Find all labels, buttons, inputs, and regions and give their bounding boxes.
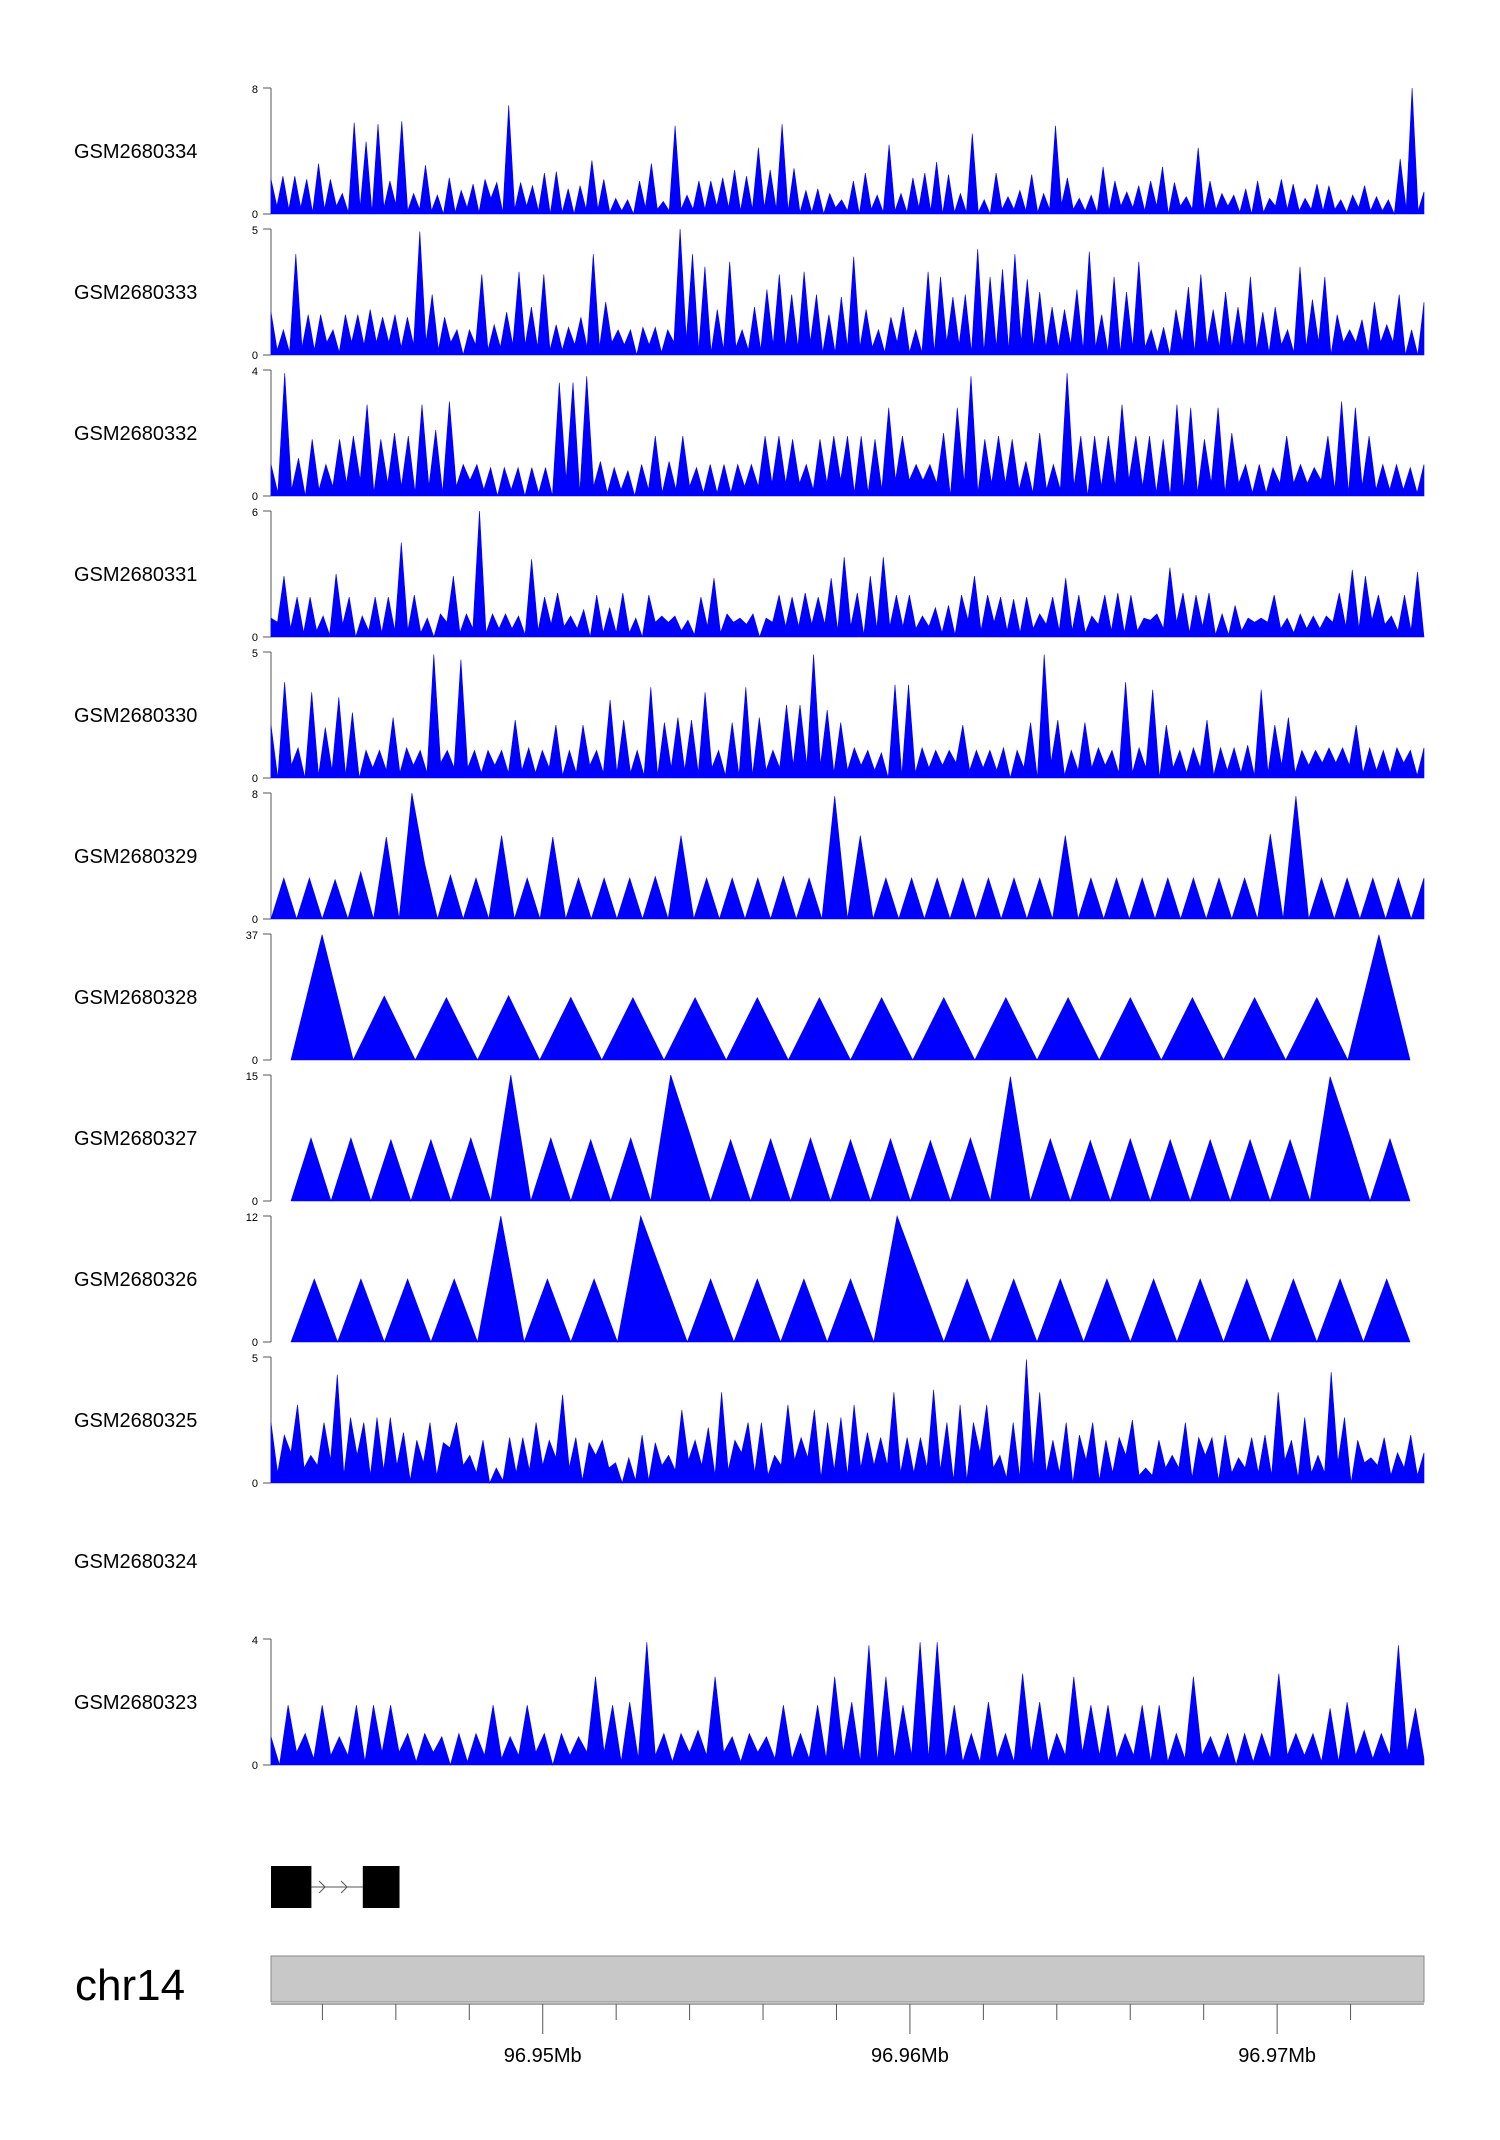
y-axis-min-label: 0 xyxy=(252,1196,258,1208)
track-GSM2680330: GSM2680330 5 0 xyxy=(74,648,1425,785)
track-GSM2680327: GSM2680327 15 0 xyxy=(74,1071,1411,1208)
y-axis-min-label: 0 xyxy=(252,350,258,362)
y-axis-max-label: 15 xyxy=(246,1071,258,1083)
y-axis-max-label: 8 xyxy=(252,789,258,801)
coverage-area xyxy=(290,1074,1411,1202)
strand-arrow xyxy=(340,1880,348,1894)
axis-major-label: 96.95Mb xyxy=(504,2045,582,2067)
y-axis-min-label: 0 xyxy=(252,491,258,503)
coverage-area xyxy=(270,87,1425,216)
track-GSM2680334: GSM2680334 8 0 xyxy=(74,84,1425,221)
track-GSM2680328: GSM2680328 37 0 xyxy=(74,930,1411,1067)
track-GSM2680333: GSM2680333 5 0 xyxy=(74,225,1425,362)
y-axis-max-label: 5 xyxy=(252,1353,258,1365)
strand-arrow xyxy=(318,1880,326,1894)
track-label: GSM2680330 xyxy=(74,705,197,727)
y-axis-min-label: 0 xyxy=(252,209,258,221)
track-label: GSM2680323 xyxy=(74,1692,197,1714)
exon-block xyxy=(362,1866,400,1908)
y-axis-max-label: 37 xyxy=(246,930,258,942)
track-label: GSM2680332 xyxy=(74,423,197,445)
y-axis-min-label: 0 xyxy=(252,632,258,644)
exon-block xyxy=(271,1866,312,1908)
y-axis-max-label: 12 xyxy=(246,1212,258,1224)
track-GSM2680323: GSM2680323 4 0 xyxy=(74,1635,1425,1772)
y-axis-max-label: 6 xyxy=(252,507,258,519)
chromosome-label: chr14 xyxy=(75,1961,185,2010)
track-label: GSM2680327 xyxy=(74,1128,197,1150)
track-label: GSM2680333 xyxy=(74,282,197,304)
track-GSM2680329: GSM2680329 8 0 xyxy=(74,789,1425,926)
track-label: GSM2680334 xyxy=(74,141,197,163)
track-GSM2680324: GSM2680324 xyxy=(74,1551,197,1573)
y-axis-min-label: 0 xyxy=(252,773,258,785)
gene-model-track xyxy=(271,1866,400,1908)
ideogram-track: chr14 xyxy=(75,1955,1425,2010)
axis-major-label: 96.97Mb xyxy=(1238,2045,1316,2067)
coverage-tracks: GSM268033480GSM268033350GSM268033240GSM2… xyxy=(74,84,1425,1772)
track-label: GSM2680326 xyxy=(74,1269,197,1291)
coverage-area xyxy=(270,373,1425,497)
y-axis-min-label: 0 xyxy=(252,1478,258,1490)
track-label: GSM2680331 xyxy=(74,564,197,586)
coverage-area xyxy=(270,1642,1425,1767)
track-label: GSM2680324 xyxy=(74,1551,197,1573)
track-GSM2680325: GSM2680325 5 0 xyxy=(74,1353,1425,1490)
y-axis-max-label: 4 xyxy=(252,366,258,378)
track-GSM2680326: GSM2680326 12 0 xyxy=(74,1212,1411,1349)
y-axis-max-label: 5 xyxy=(252,648,258,660)
y-axis-min-label: 0 xyxy=(252,1055,258,1067)
coverage-area xyxy=(270,228,1425,356)
y-axis-min-label: 0 xyxy=(252,1760,258,1772)
y-axis-min-label: 0 xyxy=(252,914,258,926)
coverage-area xyxy=(270,792,1425,921)
coverage-area xyxy=(270,654,1425,779)
track-label: GSM2680329 xyxy=(74,846,197,868)
track-GSM2680332: GSM2680332 4 0 xyxy=(74,366,1425,503)
coverage-area xyxy=(270,1359,1425,1485)
track-GSM2680331: GSM2680331 6 0 xyxy=(74,507,1425,644)
coverage-area xyxy=(270,510,1425,638)
coverage-area xyxy=(290,1214,1411,1344)
y-axis-max-label: 8 xyxy=(252,84,258,96)
y-axis-max-label: 4 xyxy=(252,1635,258,1647)
axis-major-label: 96.96Mb xyxy=(871,2045,949,2067)
genome-axis: 96.95Mb 96.96Mb 96.97Mb xyxy=(271,2003,1424,2067)
coverage-area xyxy=(290,934,1411,1061)
y-axis-max-label: 5 xyxy=(252,225,258,237)
y-axis-min-label: 0 xyxy=(252,1337,258,1349)
chromosome-ideogram-bar xyxy=(270,1955,1425,2003)
track-label: GSM2680325 xyxy=(74,1410,197,1432)
track-label: GSM2680328 xyxy=(74,987,197,1009)
